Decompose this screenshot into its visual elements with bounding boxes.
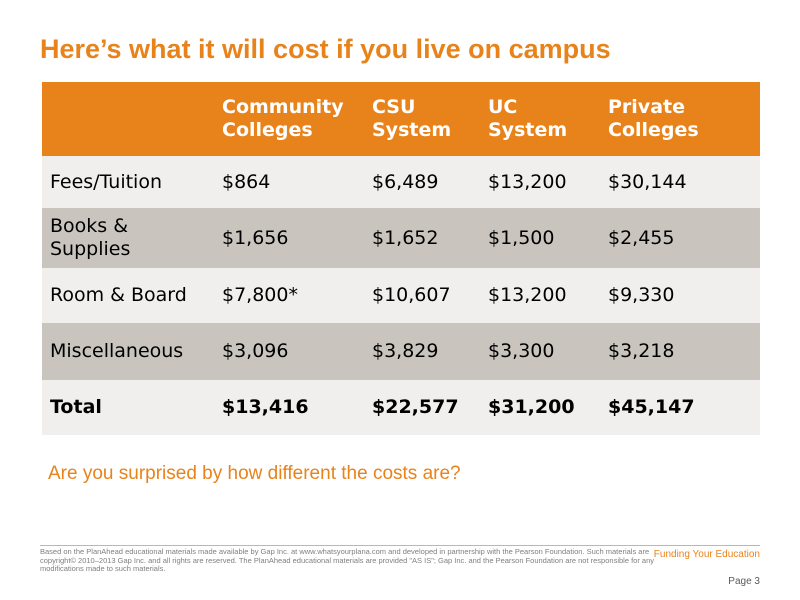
- table-cell: $2,455: [608, 226, 675, 249]
- table-cell: $7,800*: [222, 284, 298, 306]
- total-row: Total $13,416 $22,577 $31,200 $45,147: [42, 380, 760, 435]
- table-cell: $10,607: [372, 284, 451, 306]
- row-label: Books & Supplies: [50, 215, 131, 260]
- table-cell: $30,144: [608, 170, 687, 193]
- table-cell: $864: [222, 170, 271, 193]
- header-cell-blank: [42, 82, 214, 156]
- table-cell: $6,489: [372, 170, 439, 193]
- footer-disclaimer: Based on the PlanAhead educational mater…: [40, 547, 655, 574]
- table-cell: $3,096: [222, 340, 289, 362]
- header-cell-uc-system: UC System: [488, 96, 568, 141]
- table-row: Room & Board $7,800* $10,607 $13,200 $9,…: [42, 268, 760, 323]
- header-cell-csu-system: CSU System: [372, 96, 452, 141]
- header-cell-community-colleges: Community Colleges: [222, 96, 344, 141]
- table-row: Books & Supplies $1,656 $1,652 $1,500 $2…: [42, 208, 760, 268]
- total-cell: $22,577: [372, 396, 459, 418]
- discussion-question: Are you surprised by how different the c…: [48, 463, 461, 484]
- header-cell-private-colleges: Private Colleges: [608, 96, 699, 141]
- footer-section-label: Funding Your Education: [653, 549, 760, 560]
- table-cell: $9,330: [608, 284, 675, 306]
- total-cell: $45,147: [608, 396, 695, 418]
- table-cell: $13,200: [488, 284, 567, 306]
- table-cell: $1,652: [372, 226, 439, 249]
- total-cell: $31,200: [488, 396, 575, 418]
- footer-divider: [40, 545, 760, 546]
- table-cell: $1,500: [488, 226, 555, 249]
- row-label: Total: [50, 396, 102, 418]
- page-number: Page 3: [728, 576, 760, 587]
- slide-title: Here’s what it will cost if you live on …: [40, 34, 611, 64]
- table-cell: $1,656: [222, 226, 289, 249]
- row-label: Room & Board: [50, 284, 187, 306]
- row-label: Miscellaneous: [50, 340, 184, 362]
- total-cell: $13,416: [222, 396, 309, 418]
- table-row: Fees/Tuition $864 $6,489 $13,200 $30,144: [42, 156, 760, 208]
- table-header-row: Community Colleges CSU System UC System …: [42, 82, 760, 156]
- table-cell: $3,218: [608, 340, 675, 362]
- table-cell: $13,200: [488, 170, 567, 193]
- cost-table: Community Colleges CSU System UC System …: [42, 82, 760, 435]
- table-row: Miscellaneous $3,096 $3,829 $3,300 $3,21…: [42, 323, 760, 380]
- table-cell: $3,829: [372, 340, 439, 362]
- table-cell: $3,300: [488, 340, 555, 362]
- row-label: Fees/Tuition: [50, 170, 163, 193]
